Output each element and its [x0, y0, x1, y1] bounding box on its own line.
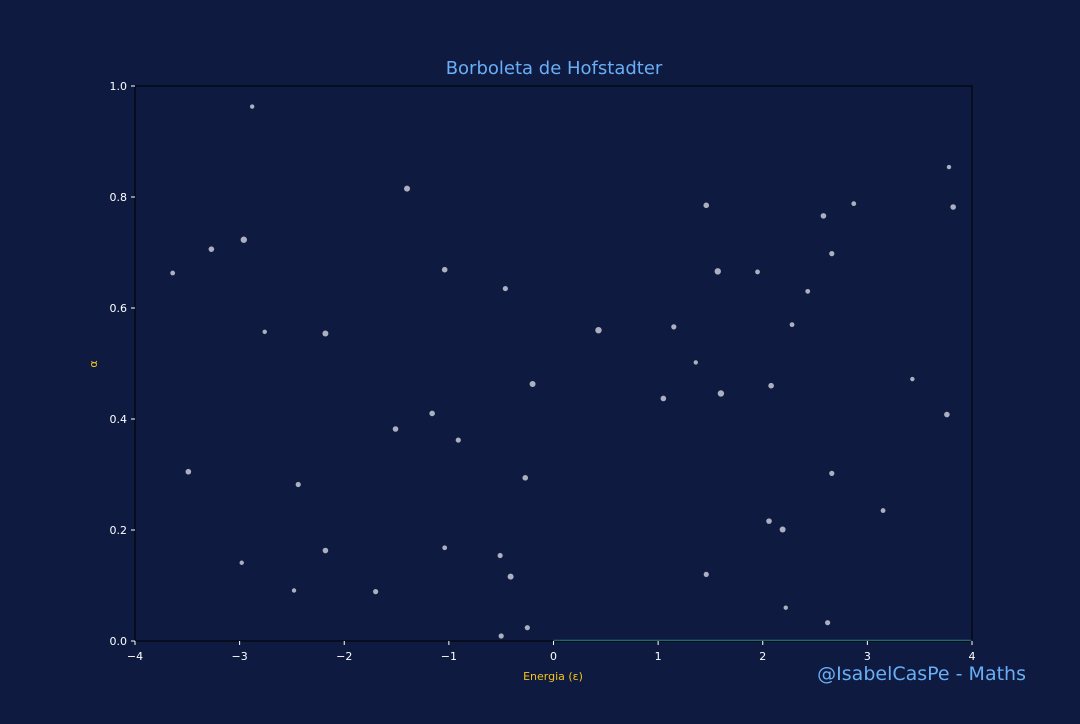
data-point	[717, 390, 725, 397]
data-point	[910, 376, 915, 382]
x-tick-label: 3	[864, 650, 871, 663]
data-point	[239, 560, 244, 565]
data-point	[507, 573, 514, 580]
data-point	[373, 589, 379, 595]
x-tick-label: −4	[127, 650, 143, 663]
data-point	[820, 213, 827, 219]
data-point	[789, 322, 795, 328]
x-tick-label: −1	[441, 650, 457, 663]
x-tick-label: 2	[759, 650, 766, 663]
data-point	[805, 288, 811, 294]
plot-frame	[134, 85, 973, 642]
data-point	[522, 475, 529, 481]
data-point	[829, 251, 835, 257]
y-tick-label: 0.2	[110, 524, 128, 537]
x-tick-label: −2	[336, 650, 352, 663]
data-point	[429, 410, 435, 417]
watermark-text: @IsabelCasPe - Maths	[817, 663, 1026, 685]
y-axis: 0.0 0.2 0.4 0.6 0.8 1.0	[110, 80, 135, 648]
y-tick-label: 1.0	[110, 80, 128, 93]
data-point	[693, 360, 698, 365]
y-tick-label: 0.6	[110, 302, 128, 315]
data-point	[170, 270, 176, 276]
y-tick-label: 0.0	[110, 635, 128, 648]
data-point	[498, 633, 504, 639]
data-point	[829, 470, 835, 476]
data-point	[240, 236, 248, 243]
x-axis: −4 −3 −2 −1 0 1 2 3 4	[127, 641, 976, 663]
data-point	[766, 518, 772, 524]
chart-title: Borboleta de Hofstadter	[446, 58, 663, 79]
x-tick-label: −3	[232, 650, 248, 663]
data-point	[392, 426, 399, 432]
data-point	[442, 545, 448, 551]
data-point	[441, 266, 448, 273]
data-point	[755, 269, 760, 275]
data-point	[497, 552, 503, 559]
data-point	[291, 588, 297, 593]
data-point	[825, 620, 831, 626]
y-axis-label: α	[87, 360, 100, 367]
data-point	[295, 481, 301, 488]
data-point	[946, 164, 952, 170]
data-point	[783, 605, 788, 610]
data-point	[404, 185, 411, 192]
x-tick-label: 4	[969, 650, 976, 663]
data-point	[595, 327, 602, 334]
data-point	[944, 411, 950, 418]
data-point	[703, 571, 709, 578]
x-tick-label: 0	[550, 650, 557, 663]
data-point	[262, 329, 267, 335]
data-point	[714, 268, 721, 275]
data-point	[529, 381, 536, 388]
data-point	[851, 201, 857, 207]
x-tick-label: 1	[655, 650, 662, 663]
data-point	[208, 246, 215, 252]
data-point	[779, 526, 786, 533]
data-point	[660, 395, 667, 402]
data-point	[524, 625, 530, 631]
data-point	[322, 547, 329, 554]
data-point	[768, 382, 774, 389]
data-point	[502, 285, 508, 292]
data-point	[950, 204, 956, 210]
data-point	[703, 202, 710, 209]
data-point	[671, 324, 677, 330]
x-axis-label: Energia (ε)	[523, 670, 583, 683]
data-point	[249, 104, 255, 109]
y-tick-label: 0.8	[110, 191, 128, 204]
data-point	[455, 437, 461, 443]
data-point	[322, 330, 329, 337]
data-point	[880, 508, 886, 513]
data-point	[185, 468, 192, 475]
y-tick-label: 0.4	[110, 413, 128, 426]
points-layer	[170, 104, 956, 639]
